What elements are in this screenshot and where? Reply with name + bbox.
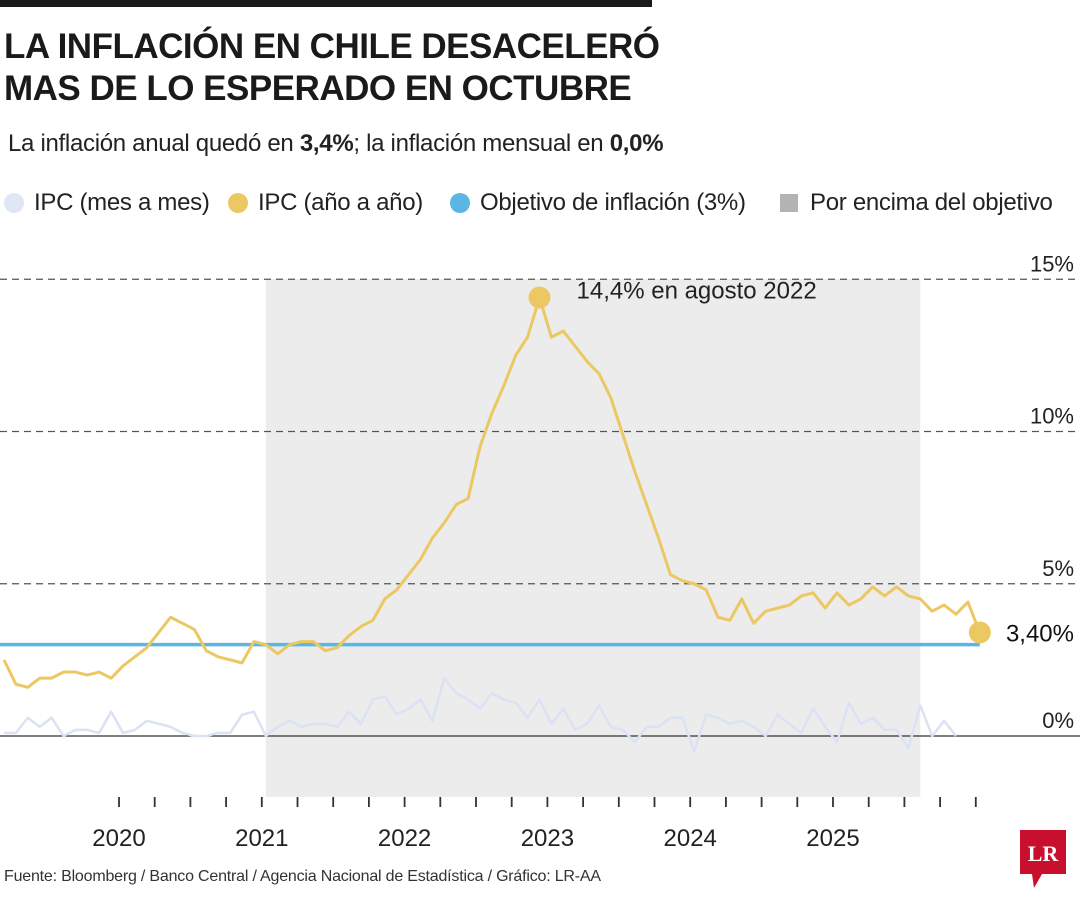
x-tick-label-2024: 2024 <box>664 825 717 852</box>
subtitle-annual-value: 3,4% <box>299 130 354 157</box>
inflation-chart: 0% 5% 10% 15% 14,4% en agosto 2022 3,40% 2020 2… <box>0 251 1080 852</box>
legend-item-mom: IPC (mes a mes) <box>4 187 210 219</box>
title-line-1: LA INFLACIÓN EN CHILE DESACELERÓ <box>4 27 660 66</box>
peak-label: 14,4% en agosto 2022 <box>577 278 817 305</box>
legend-swatch-mom <box>4 193 24 213</box>
end-marker <box>968 621 991 644</box>
legend-swatch-target <box>450 193 470 213</box>
subtitle-monthly-value: 0,0% <box>609 130 664 157</box>
legend-item-target: Objetivo de inflación (3%) <box>450 187 746 219</box>
x-tick-label-2025: 2025 <box>806 825 859 852</box>
x-tick-label-2022: 2022 <box>378 825 431 852</box>
legend-item-yoy: IPC (año a año) <box>228 187 423 219</box>
x-tick-label-2023: 2023 <box>521 825 574 852</box>
x-tick-label-2020: 2020 <box>92 825 145 852</box>
end-value-label: 3,40% <box>1006 620 1074 647</box>
series-line-mom <box>4 676 957 753</box>
source-note: Fuente: Bloomberg / Banco Central / Agen… <box>4 868 601 885</box>
legend: IPC (mes a mes) IPC (año a año) Objetivo… <box>0 187 1080 219</box>
y-tick-label-5: 5% <box>1042 556 1074 581</box>
legend-swatch-shade <box>780 194 798 212</box>
top-rule <box>0 0 652 7</box>
chart-title: LA INFLACIÓN EN CHILE DESACELERÓ MAS DE … <box>4 26 724 110</box>
series-line-yoy <box>2 296 982 689</box>
subtitle-text-2: ; la inflación mensual en <box>353 130 610 157</box>
y-tick-label-15: 15% <box>1030 251 1074 276</box>
legend-label-target: Objetivo de inflación (3%) <box>480 189 746 216</box>
lr-logo-text: LR <box>1028 841 1060 866</box>
peak-marker <box>528 286 551 309</box>
legend-swatch-yoy <box>228 193 248 213</box>
x-tick-label-2021: 2021 <box>235 825 288 852</box>
y-tick-label-10: 10% <box>1030 404 1074 429</box>
lr-logo: LR <box>1020 830 1066 888</box>
title-line-2: MAS DE LO ESPERADO EN OCTUBRE <box>4 69 632 108</box>
y-tick-label-0: 0% <box>1042 708 1074 733</box>
legend-item-shade: Por encima del objetivo <box>780 187 1053 219</box>
legend-label-yoy: IPC (año a año) <box>258 189 423 216</box>
chart-subtitle: La inflación anual quedó en 3,4%; la inf… <box>8 130 664 158</box>
subtitle-text-1: La inflación anual quedó en <box>8 130 300 157</box>
legend-label-shade: Por encima del objetivo <box>810 189 1053 216</box>
legend-label-mom: IPC (mes a mes) <box>34 189 210 216</box>
